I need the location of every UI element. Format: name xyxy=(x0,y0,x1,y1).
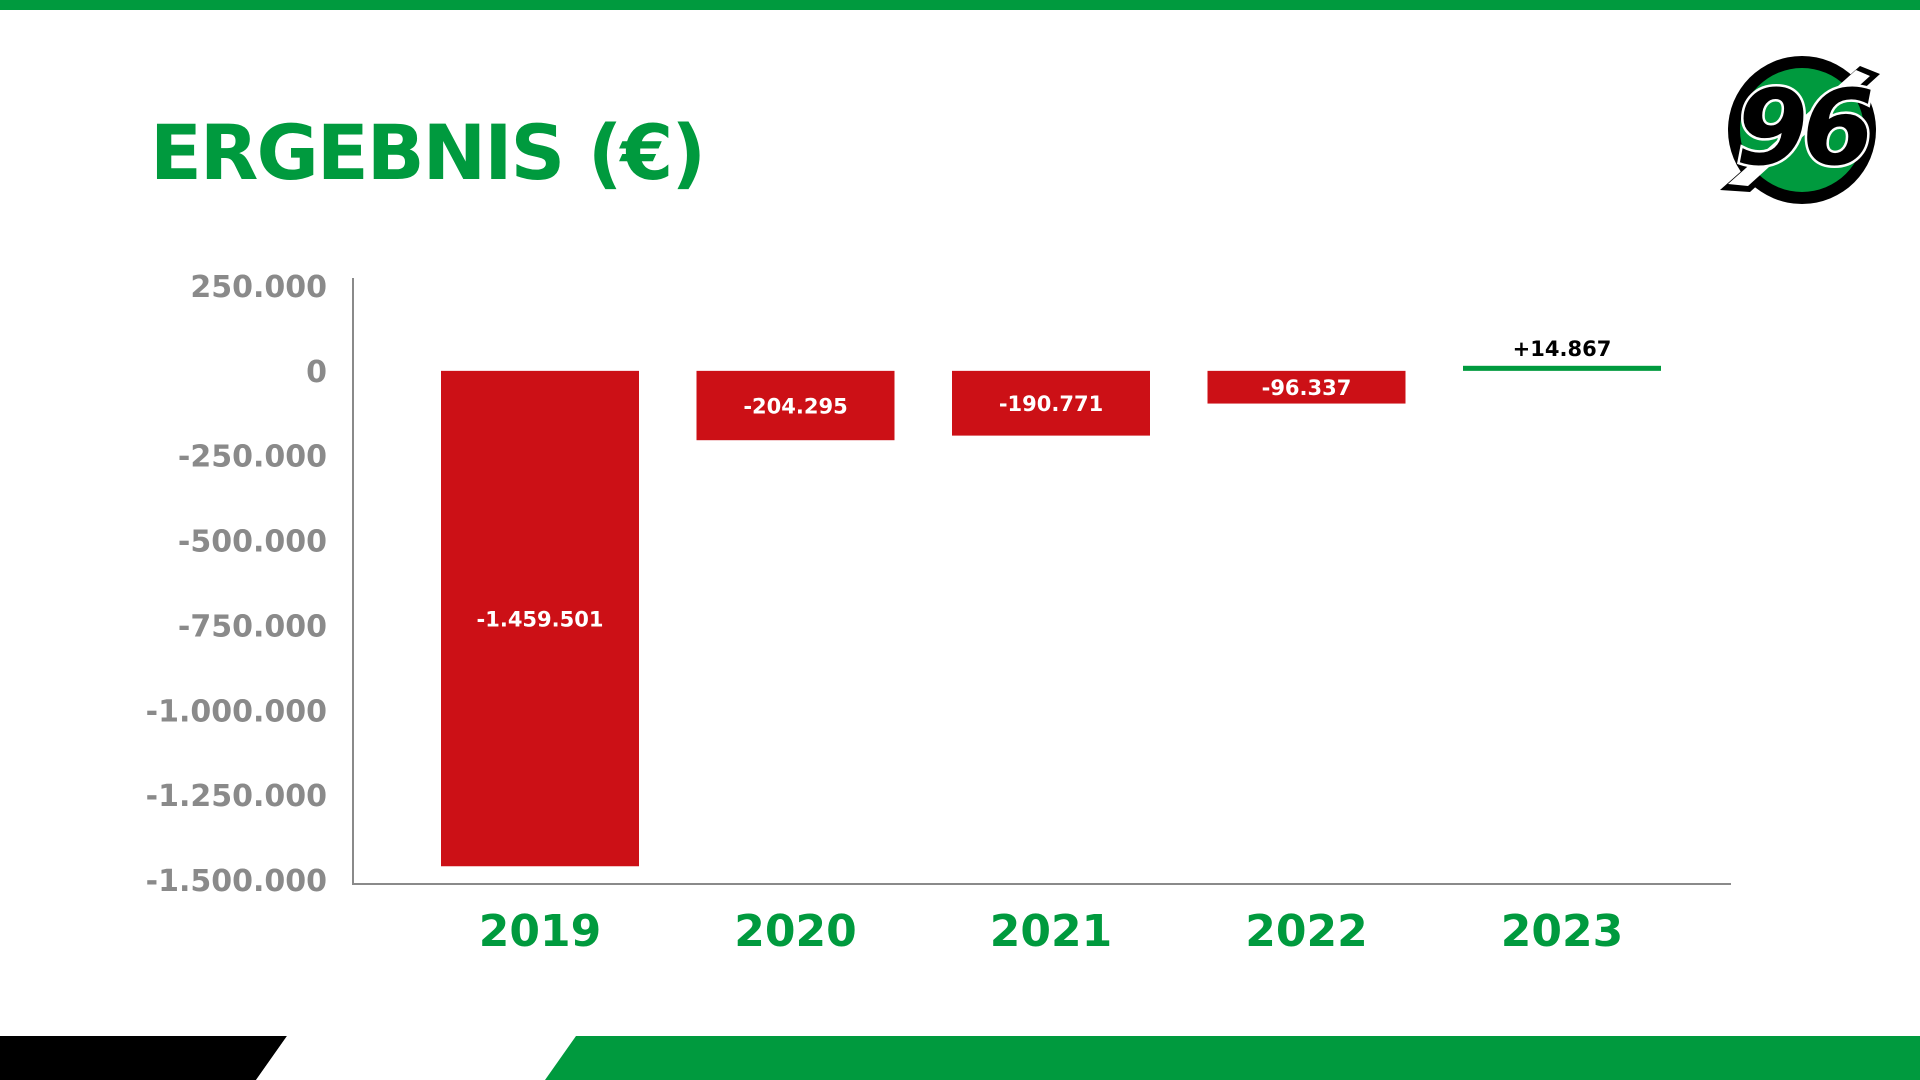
bar-2023 xyxy=(1463,365,1661,371)
bar-value-label-2022: -96.337 xyxy=(1262,376,1352,400)
x-tick-label-2019: 2019 xyxy=(479,906,601,957)
y-tick-label: -750.000 xyxy=(178,609,327,644)
x-axis-labels: 2019 2020 2021 2022 2023 xyxy=(479,906,1623,957)
y-tick-label: -500.000 xyxy=(178,525,327,560)
footer-green-stripe xyxy=(545,1036,1920,1080)
x-tick-label-2021: 2021 xyxy=(990,906,1112,957)
bar-value-label-2020: -204.295 xyxy=(743,395,847,419)
y-tick-label: -1.250.000 xyxy=(146,779,327,814)
y-tick-label: -250.000 xyxy=(178,440,327,475)
y-tick-label: -1.500.000 xyxy=(146,864,327,899)
bar-value-label-2019: -1.459.501 xyxy=(477,608,604,632)
y-tick-label: 0 xyxy=(306,355,327,390)
x-tick-label-2023: 2023 xyxy=(1501,906,1623,957)
bar-2022 xyxy=(1207,370,1406,404)
logo-number: 96 xyxy=(1736,67,1871,189)
bar-value-label-2023: +14.867 xyxy=(1513,337,1612,361)
x-tick-label-2022: 2022 xyxy=(1245,906,1367,957)
bar-2020 xyxy=(696,370,895,441)
page-title: ERGEBNIS (€) xyxy=(150,108,706,197)
footer-white-stripe xyxy=(256,1036,576,1080)
y-tick-label: 250.000 xyxy=(190,270,327,305)
bar-2019 xyxy=(441,370,639,867)
top-accent-bar xyxy=(0,0,1920,10)
hannover-96-logo-icon: 96 xyxy=(1720,56,1880,204)
bar-value-label-2021: -190.771 xyxy=(999,392,1103,416)
y-tick-label: -1.000.000 xyxy=(146,694,327,729)
bars xyxy=(441,365,1661,867)
footer-band xyxy=(0,1036,1920,1080)
x-tick-label-2020: 2020 xyxy=(734,906,856,957)
bar-value-labels: -1.459.501 -204.295 -190.771 -96.337 +14.867 xyxy=(477,337,1612,632)
y-axis-ticks: 250.000 0 -250.000 -500.000 -750.000 -1.000.0… xyxy=(146,270,327,899)
footer-black-stripe xyxy=(0,1036,287,1080)
bar-2021 xyxy=(952,370,1150,436)
